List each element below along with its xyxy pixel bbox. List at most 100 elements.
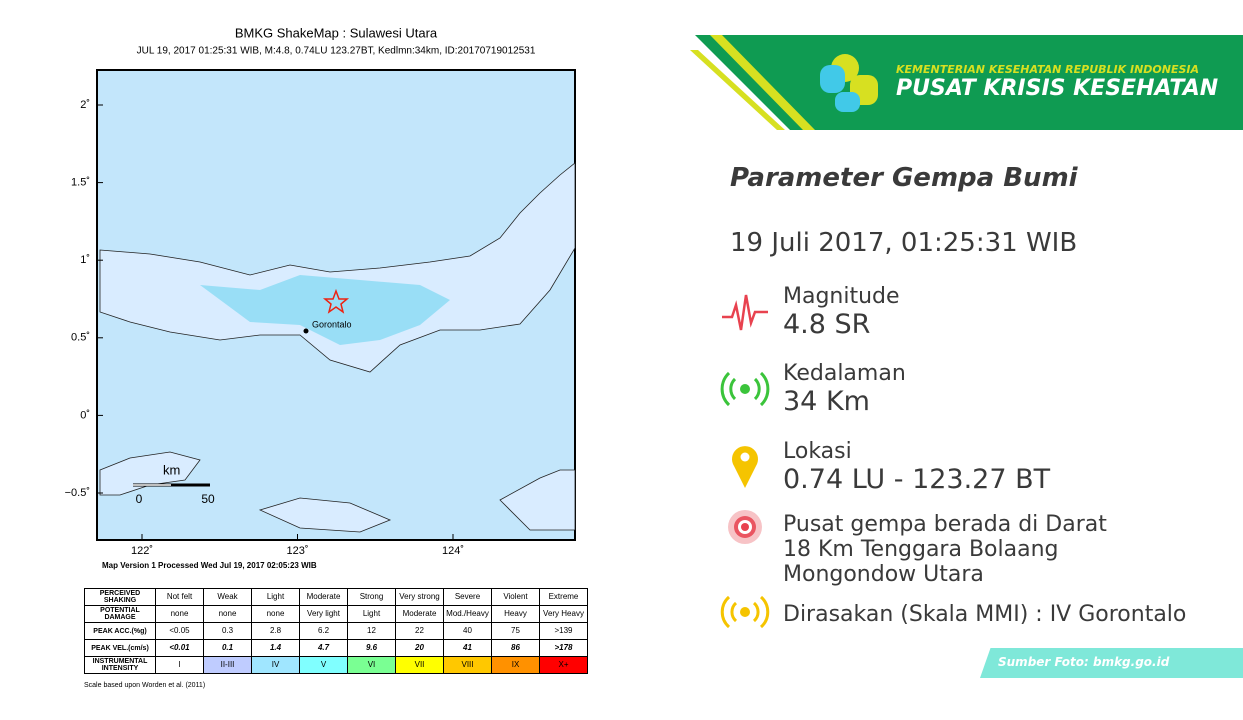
- table-cell: <0.05: [155, 622, 204, 640]
- epicenter-line: Mongondow Utara: [783, 562, 984, 587]
- table-cell: 9.6: [347, 639, 396, 657]
- icon-felt: [740, 607, 750, 617]
- depth-label: Kedalaman: [783, 361, 906, 386]
- table-cell: Severe: [443, 588, 492, 606]
- table-cell: 4.7: [299, 639, 348, 657]
- epicenter-line: Pusat gempa berada di Darat: [783, 512, 1107, 537]
- heading: Parameter Gempa Bumi: [730, 163, 1078, 193]
- table-cell: 86: [491, 639, 540, 657]
- table-cell: IV: [251, 656, 300, 674]
- row-header: PEAK VEL.(cm/s): [84, 639, 156, 657]
- table-cell: none: [155, 605, 204, 623]
- magnitude-value: 4.8 SR: [783, 309, 871, 340]
- icon-depth: [740, 384, 750, 394]
- table-cell: Heavy: [491, 605, 540, 623]
- table-cell: <0.01: [155, 639, 204, 657]
- depth-value: 34 Km: [783, 386, 870, 417]
- table-cell: >139: [539, 622, 588, 640]
- city-label: Gorontalo: [312, 319, 352, 329]
- epicenter-star: [322, 288, 350, 314]
- map-title: BMKG ShakeMap : Sulawesi Utara: [235, 25, 438, 40]
- intensity-table: PERCEIVED SHAKING Not felt Weak Light Modera…: [84, 588, 588, 674]
- table-cell: Light: [347, 605, 396, 623]
- table-cell: Extreme: [539, 588, 588, 606]
- scale-unit: km: [163, 462, 180, 477]
- island: [99, 451, 201, 496]
- row-header: INSTRUMENTAL INTENSITY: [84, 656, 156, 674]
- shakemap: BMKG ShakeMap : Sulawesi Utara JUL 19, 2…: [65, 25, 576, 689]
- table-cell: 1.4: [251, 639, 300, 657]
- table-cell: VII: [395, 656, 444, 674]
- icon-depth-waves: [720, 371, 770, 407]
- magnitude-label: Magnitude: [783, 284, 900, 309]
- table-cell: Very Heavy: [539, 605, 588, 623]
- table-cell: Very strong: [395, 588, 444, 606]
- table-cell: VI: [347, 656, 396, 674]
- table-cell: V: [299, 656, 348, 674]
- icon-epicenter: [741, 523, 749, 531]
- date: 19 Juli 2017, 01:25:31 WIB: [730, 228, 1078, 258]
- intensity-zone: [200, 275, 450, 345]
- table-cell: 12: [347, 622, 396, 640]
- location-label: Lokasi: [783, 439, 852, 464]
- table-cell: none: [251, 605, 300, 623]
- table-cell: Light: [251, 588, 300, 606]
- unit-name: PUSAT KRISIS KESEHATAN: [896, 76, 1219, 101]
- icon-magnitude: [722, 294, 768, 331]
- icon-felt-waves: [720, 595, 770, 629]
- table-cell: Violent: [491, 588, 540, 606]
- icon-location: [732, 446, 758, 488]
- lat-label: 1.5˚: [71, 177, 90, 189]
- table-cell: Weak: [203, 588, 252, 606]
- table-row: POTENTIAL DAMAGE none none none Very light Li…: [84, 605, 588, 623]
- location-value: 0.74 LU - 123.27 BT: [783, 464, 1051, 495]
- table-cell: Mod./Heavy: [443, 605, 492, 623]
- table-cell: 40: [443, 622, 492, 640]
- table-cell: 75: [491, 622, 540, 640]
- table-row: PEAK ACC.(%g) <0.05 0.3 2.8 6.2 12 22 40 75 >139: [84, 622, 588, 640]
- table-cell: Moderate: [299, 588, 348, 606]
- island: [499, 469, 576, 531]
- map-version: Map Version 1 Processed Wed Jul 19, 2017…: [102, 561, 317, 570]
- table-cell: >178: [539, 639, 588, 657]
- felt: Dirasakan (Skala MMI) : IV Gorontalo: [783, 602, 1187, 627]
- table-row: PERCEIVED SHAKING Not felt Weak Light Modera…: [84, 588, 588, 606]
- banner: [690, 35, 1243, 130]
- table-cell: X+: [539, 656, 588, 674]
- table-row: PEAK VEL.(cm/s) <0.01 0.1 1.4 4.7 9.6 20 41 86 >1…: [84, 639, 588, 657]
- row-header: PERCEIVED SHAKING: [84, 588, 156, 606]
- table-cell: 6.2: [299, 622, 348, 640]
- island: [258, 497, 392, 533]
- city-dot: [303, 328, 309, 334]
- table-cell: VIII: [443, 656, 492, 674]
- lat-label: 2˚: [80, 99, 90, 111]
- lon-label: 124˚: [442, 545, 464, 557]
- scale-label: 0: [136, 492, 143, 506]
- banner-bg: [695, 35, 1243, 130]
- table-cell: 0.1: [203, 639, 252, 657]
- table-cell: Moderate: [395, 605, 444, 623]
- table-cell: 0.3: [203, 622, 252, 640]
- table-cell: IX: [491, 656, 540, 674]
- banner-stripe: [710, 35, 815, 130]
- lat-label: 1˚: [80, 254, 90, 266]
- table-row: INSTRUMENTAL INTENSITY I II-III IV V VI VII VII…: [84, 656, 588, 674]
- lon-label: 122˚: [131, 545, 153, 557]
- icons: [720, 294, 770, 629]
- table-cell: 22: [395, 622, 444, 640]
- table-cell: Not felt: [155, 588, 204, 606]
- org-name: KEMENTERIAN KESEHATAN REPUBLIK INDONESIA: [896, 63, 1200, 76]
- row-header: PEAK ACC.(%g): [84, 622, 156, 640]
- table-cell: I: [155, 656, 204, 674]
- table-cell: 2.8: [251, 622, 300, 640]
- land: [99, 162, 576, 373]
- lat-label: −0.5˚: [65, 487, 90, 499]
- icon-location-dot: [740, 452, 750, 462]
- banner-stripe: [690, 50, 785, 130]
- scale-label: 50: [201, 492, 215, 506]
- source-bg: [980, 648, 1243, 678]
- table-cell: Strong: [347, 588, 396, 606]
- lon-label: 123˚: [286, 545, 308, 557]
- table-cell: none: [203, 605, 252, 623]
